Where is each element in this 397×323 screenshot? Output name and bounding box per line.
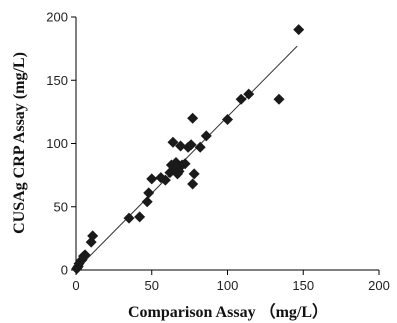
axes <box>71 16 380 275</box>
x-tick-label: 50 <box>145 278 159 293</box>
data-point <box>146 173 158 185</box>
x-axis-title: Comparison Assay （mg/L） <box>128 303 328 321</box>
data-point <box>79 249 91 261</box>
data-point <box>200 130 212 142</box>
x-tick-label: 100 <box>217 278 239 293</box>
y-axis-title: CUSAg CRP Assay (mg/L) <box>11 52 28 234</box>
y-tick-label: 200 <box>46 10 68 25</box>
data-point <box>185 139 197 151</box>
data-point <box>273 93 285 105</box>
y-tick-label: 0 <box>61 263 68 278</box>
data-point <box>143 187 155 199</box>
data-point <box>293 24 305 36</box>
data-point <box>159 174 171 186</box>
data-point <box>87 230 99 242</box>
data-point <box>141 196 153 208</box>
trendline <box>75 45 298 271</box>
x-tick-label: 200 <box>368 278 390 293</box>
tick-labels: 0 50 100 150 200 0 50 100 150 200 <box>46 10 390 294</box>
data-point <box>123 212 135 224</box>
data-point <box>243 88 255 100</box>
regression-line <box>75 45 298 271</box>
data-point <box>134 211 146 223</box>
data-point <box>222 113 233 125</box>
data-point <box>167 136 179 148</box>
y-tick-label: 50 <box>54 199 68 214</box>
data-point <box>235 93 247 105</box>
x-tick-label: 0 <box>72 278 79 293</box>
x-tick-label: 150 <box>292 278 314 293</box>
data-point <box>175 140 187 152</box>
data-points <box>71 24 305 275</box>
data-point <box>194 141 206 153</box>
y-tick-label: 150 <box>46 73 68 88</box>
data-point <box>188 168 200 180</box>
data-point <box>187 178 199 190</box>
y-tick-label: 100 <box>46 136 68 151</box>
data-point <box>179 158 191 170</box>
data-point <box>187 112 199 124</box>
